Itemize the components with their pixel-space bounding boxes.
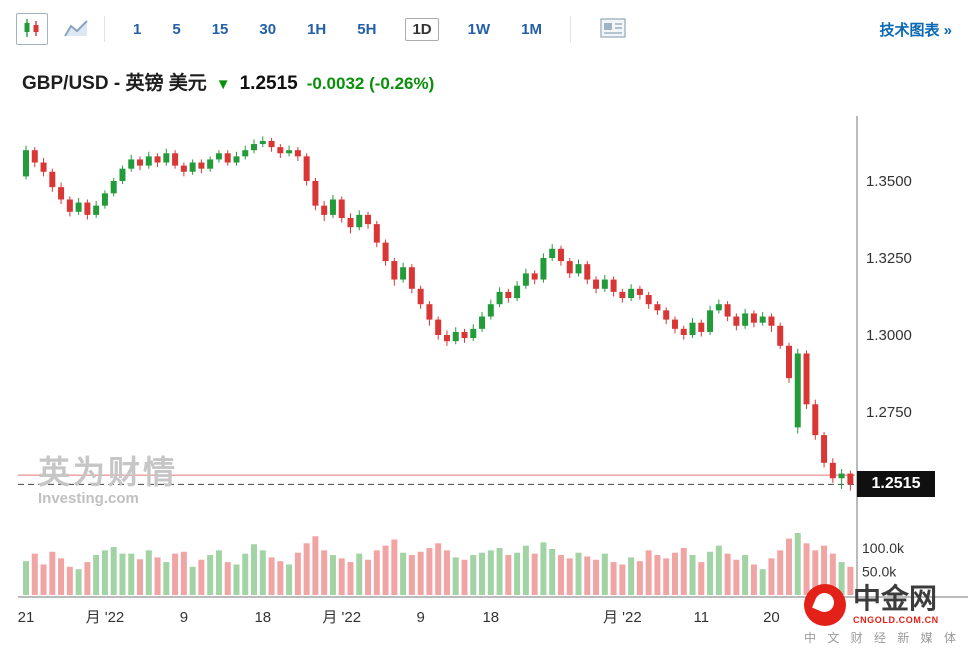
cngold-logo-icon [803, 584, 846, 626]
last-price-axis-label: 1.2515 [857, 471, 935, 497]
svg-text:月 '22: 月 '22 [603, 609, 642, 626]
svg-text:1.2750: 1.2750 [866, 404, 912, 421]
svg-text:1.3250: 1.3250 [866, 250, 912, 267]
svg-text:100.0k: 100.0k [862, 540, 905, 556]
interval-button-1w[interactable]: 1W [466, 18, 493, 41]
interval-button-1d[interactable]: 1D [405, 17, 439, 41]
svg-text:50.0k: 50.0k [862, 564, 897, 580]
last-price: 1.2515 [239, 73, 298, 94]
line-chart-icon [63, 17, 89, 42]
cngold-domain: CNGOLD.COM.CN [852, 615, 939, 625]
interval-button-5[interactable]: 5 [170, 18, 182, 41]
svg-text:20: 20 [763, 609, 780, 626]
symbol-title: GBP/USD - 英镑 美元 [22, 73, 207, 94]
candlestick-chart-button[interactable] [16, 13, 48, 45]
cngold-logo: 中金网 CNGOLD.COM.CN 中 文 财 经 新 媒 体 [803, 583, 960, 646]
svg-text:18: 18 [482, 609, 499, 626]
price-change: -0.0032 (-0.26%) [306, 74, 435, 93]
chart-toolbar: 1 5 15 30 1H 5H 1D 1W 1M 技术图表 » [0, 10, 968, 48]
interval-button-1h[interactable]: 1H [305, 18, 328, 41]
price-down-arrow-icon: ▼ [215, 76, 231, 93]
interval-button-5h[interactable]: 5H [355, 18, 378, 41]
news-panel-icon [599, 16, 627, 43]
svg-text:月 '22: 月 '22 [322, 609, 361, 626]
news-panel-button[interactable] [596, 13, 629, 45]
cngold-tagline: 中 文 财 经 新 媒 体 [803, 631, 960, 645]
svg-text:1.3000: 1.3000 [866, 327, 912, 344]
interval-button-30[interactable]: 30 [257, 18, 278, 41]
cngold-name: 中金网 [852, 583, 937, 614]
tech-chart-link[interactable]: 技术图表 » [879, 21, 952, 39]
svg-text:9: 9 [416, 609, 424, 626]
svg-text:月 '22: 月 '22 [86, 609, 125, 626]
svg-text:18: 18 [254, 609, 271, 626]
interval-group: 1 5 15 30 1H 5H 1D 1W 1M [131, 17, 544, 41]
interval-button-15[interactable]: 15 [210, 18, 231, 41]
svg-text:9: 9 [180, 609, 188, 626]
candlestick-icon [21, 17, 43, 42]
svg-text:21: 21 [18, 609, 35, 626]
svg-text:11: 11 [694, 609, 710, 626]
interval-button-1[interactable]: 1 [131, 18, 143, 41]
svg-text:1.3500: 1.3500 [866, 173, 912, 190]
toolbar-divider [569, 16, 571, 42]
toolbar-divider [104, 16, 105, 42]
line-chart-button[interactable] [60, 13, 92, 45]
symbol-header: GBP/USD - 英镑 美元 ▼ 1.2515 -0.0032 (-0.26%… [22, 68, 434, 95]
interval-button-1m[interactable]: 1M [519, 18, 544, 41]
